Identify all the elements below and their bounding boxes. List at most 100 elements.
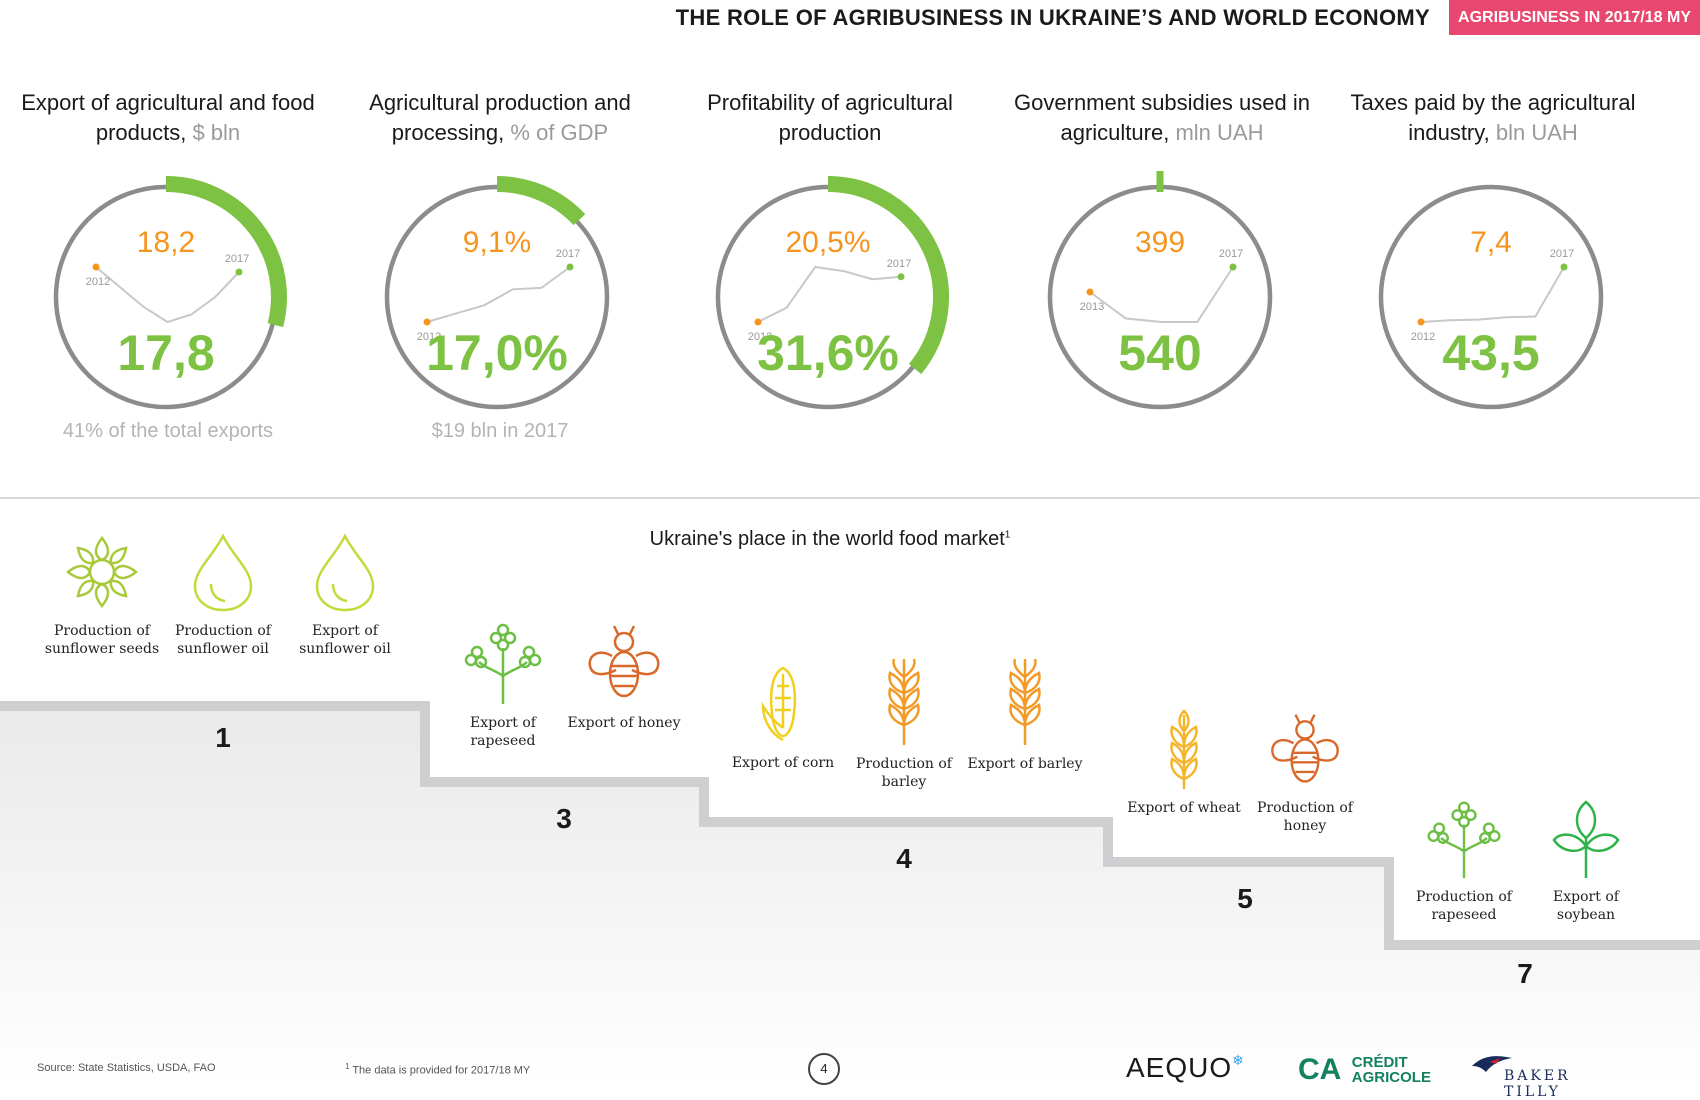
kpi-title-text: Government subsidies used in agriculture… [1014,90,1310,145]
market-item: Export of honey [564,618,684,732]
item-label: Export of wheat [1127,800,1241,816]
oil-drop-icon [193,533,253,612]
value-start: 20,5% [785,226,870,259]
rank-label: 7 [1517,958,1533,989]
item-label: Production of honey [1257,800,1353,834]
value-end: 31,6% [757,325,899,381]
sparkline [95,266,240,324]
logo-line: CRÉDIT [1351,1054,1408,1071]
source-note: Source: State Statistics, USDA, FAO [37,1062,216,1074]
gauge-progress-arc [165,176,287,328]
value-end: 17,0% [426,325,568,381]
item-label: Export of honey [567,715,681,731]
item-label: Export of rapeseed [470,715,536,749]
footnote: 1 The data is provided for 2017/18 MY [345,1062,530,1077]
sparkline-end-point [235,268,243,276]
kpi-title-text: Agricultural production and processing, [369,90,631,145]
sunflower-icon [65,535,139,609]
item-label: Production of rapeseed [1416,889,1512,923]
rank-label: 4 [896,843,912,874]
soybean-icon [1552,800,1620,878]
bee-icon [1271,714,1339,783]
gauge-ring [1378,184,1604,410]
kpi-title-gdp: Agricultural production and processing, … [340,88,660,148]
baker-tilly-logo: BAKER TILLY [1470,1052,1630,1100]
kpi-title-taxes: Taxes paid by the agricultural industry,… [1333,88,1653,148]
item-label: Export of soybean [1553,889,1619,923]
snowflake-icon: ❄ [1232,1052,1245,1068]
year-end-label: 2017 [225,253,249,265]
gauge-progress-arc [827,176,949,375]
sparkline-start-point [92,263,100,271]
sparkline [426,266,571,323]
kpi-title-text: Profitability of agricultural production [707,90,953,145]
barley-icon [888,658,920,745]
market-item: Production of rapeseed [1404,796,1524,924]
kpi-unit: % of GDP [510,120,609,145]
market-item: Export of barley [965,655,1085,773]
barley-icon [1009,658,1041,745]
oil-drop-icon [315,533,375,612]
aequo-logo-text: AEQUO [1126,1052,1233,1083]
page-title: THE ROLE OF AGRIBUSINESS IN UKRAINE’S AN… [675,5,1430,30]
year-start-label: 2013 [1080,301,1104,313]
market-item: Export of sunflower oil [285,530,405,658]
sparkline [1089,266,1234,323]
kpi-note-gdp: $19 bln in 2017 [431,420,569,442]
baker-tilly-logo-text: BAKER TILLY [1504,1068,1571,1100]
year-end-label: 2017 [556,248,580,260]
sparkline [757,265,902,323]
market-item: Production of sunflower oil [163,530,283,658]
market-item: Production of honey [1245,707,1365,835]
credit-agricole-logo-text: CRÉDIT AGRICOLE [1352,1055,1431,1085]
year-start-label: 2012 [748,331,772,343]
year-start-label: 2012 [86,276,110,288]
market-item: Export of rapeseed [443,618,563,750]
market-item: Export of wheat [1124,707,1244,817]
credit-agricole-logo: CA CRÉDIT AGRICOLE [1298,1053,1431,1086]
gauge-progress-arc [496,175,586,226]
item-label: Production of barley [856,756,952,790]
bird-icon [1472,1056,1512,1072]
sparkline-start-point [1086,288,1094,296]
kpi-title-subsidies: Government subsidies used in agriculture… [1002,88,1322,148]
item-label: Production of sunflower oil [175,623,271,657]
year-start-label: 2012 [1411,331,1435,343]
footnote-text: The data is provided for 2017/18 MY [352,1064,531,1077]
corn-icon [761,666,797,742]
market-item: Production of sunflower seeds [42,530,162,658]
section-tag: AGRIBUSINESS IN 2017/18 MY [1449,0,1700,35]
value-end: 540 [1118,325,1201,381]
world-market-title-text: Ukraine's place in the world food market [649,528,1005,550]
market-item: Export of soybean [1526,796,1646,924]
kpi-note-export: 41% of the total exports [62,420,274,442]
wheat-icon [1170,709,1198,789]
value-start: 18,2 [137,226,195,259]
gauge-ring [384,184,610,410]
rank-label: 3 [556,803,572,834]
kpi-unit: bln UAH [1495,120,1578,145]
page-number: 4 [808,1053,840,1085]
kpi-unit: $ bln [192,120,241,145]
item-label: Production of sunflower seeds [44,623,160,657]
kpi-title-text: Export of agricultural and food products… [21,90,315,145]
rapeseed-icon [1427,801,1501,879]
item-label: Export of corn [731,755,835,771]
bee-icon [588,625,660,698]
market-item: Export of corn [723,662,843,772]
value-start: 399 [1135,226,1185,259]
year-end-label: 2017 [887,258,911,270]
rapeseed-icon [464,623,542,704]
sparkline [1420,266,1565,323]
year-start-label: 2012 [417,331,441,343]
kpi-title-export: Export of agricultural and food products… [8,88,328,148]
value-end: 17,8 [117,325,214,381]
sparkline-start-point [1417,318,1425,326]
value-end: 43,5 [1442,325,1539,381]
credit-agricole-mark-icon: CA [1298,1053,1342,1086]
sparkline-end-point [1560,263,1568,271]
year-end-label: 2017 [1550,248,1574,260]
sparkline-end-point [897,273,905,281]
